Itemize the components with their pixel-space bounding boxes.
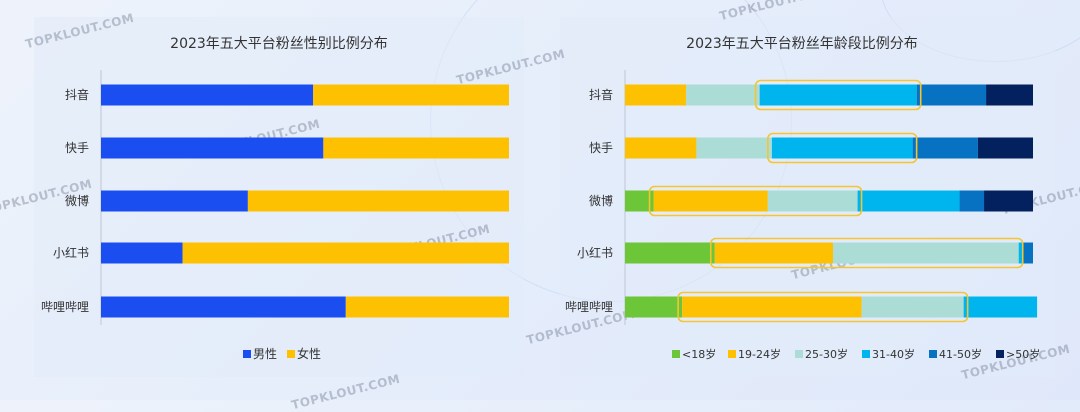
gender-category-label: 微博 [65,193,89,208]
age-bar-25-30 [861,296,964,318]
age-bar-lt18 [625,190,654,212]
age-bar-19-24 [714,242,834,264]
age-bar-25-30 [767,190,858,212]
age-bar-41-50 [959,190,985,212]
legend-label-19-24: 19-24岁 [738,347,781,361]
legend-label-female: 女性 [297,346,321,361]
age-bar-41-50 [916,84,987,106]
age-bar-31-40 [857,190,960,212]
legend-swatch-female [287,350,295,358]
legend-label-gt50: >50岁 [1006,347,1040,361]
legend-swatch-41-50 [929,350,937,358]
age-bar-31-40 [771,137,913,159]
legend-swatch-lt18 [672,350,680,358]
highlight-box [754,79,922,111]
age-bar-gt50 [977,137,1033,159]
age-bar-31-40 [759,84,917,106]
legend-swatch-31-40 [862,350,870,358]
age-bar-19-24 [682,296,862,318]
legend-swatch-19-24 [728,350,736,358]
age-bar-25-30 [833,242,1019,264]
gender-bar-female [247,190,509,212]
age-category-label: 抖音 [589,87,613,102]
legend-label-lt18: <18岁 [682,347,716,361]
age-category-label: 小红书 [577,245,613,260]
gender-chart-title: 2023年五大平台粉丝性别比例分布 [170,36,388,52]
gender-bar-female [313,84,509,106]
age-chart-title: 2023年五大平台粉丝年龄段比例分布 [686,36,918,52]
age-category-label: 微博 [589,193,613,208]
age-bar-gt50 [984,190,1033,212]
gender-category-label: 哔哩哔哩 [41,300,89,314]
gender-bar-male [101,190,248,212]
gender-bar-female [182,242,509,264]
age-bar-19-24 [625,137,697,159]
highlight-box [767,132,918,164]
age-bar-lt18 [625,296,683,318]
gender-bar-female [323,137,509,159]
age-bar-41-50 [912,137,978,159]
age-bar-41-50 [1022,242,1033,264]
legend-label-31-40: 31-40岁 [872,347,915,361]
age-bar-19-24 [653,190,768,212]
gender-legend: 男性 女性 [243,346,321,361]
legend-swatch-gt50 [996,350,1004,358]
gender-category-label: 小红书 [53,245,89,260]
gender-bar-male [101,137,324,159]
age-bar-gt50 [986,84,1033,106]
legend-swatch-male [243,350,251,358]
age-legend: <18岁 19-24岁 25-30岁 31-40岁 41-50岁 >50岁 [672,347,1040,361]
age-bar-31-40 [1018,242,1023,264]
highlight-box [709,237,1024,269]
gender-bar-female [345,296,509,318]
legend-swatch-25-30 [795,350,803,358]
highlight-box [677,291,969,323]
age-bar-19-24 [625,84,687,106]
highlight-box [648,185,863,217]
age-category-label: 哔哩哔哩 [565,300,613,314]
age-bar-25-30 [686,84,760,106]
legend-label-male: 男性 [253,347,277,361]
legend-label-25-30: 25-30岁 [805,347,848,361]
age-bar-lt18 [625,242,715,264]
gender-bar-male [101,296,346,318]
gender-bar-male [101,84,314,106]
gender-category-label: 快手 [65,141,89,155]
gender-bar-male [101,242,183,264]
age-bar-25-30 [696,137,772,159]
legend-label-41-50: 41-50岁 [939,347,982,361]
gender-category-label: 抖音 [65,87,89,102]
age-bar-31-40 [963,296,1038,318]
age-category-label: 快手 [589,141,613,155]
